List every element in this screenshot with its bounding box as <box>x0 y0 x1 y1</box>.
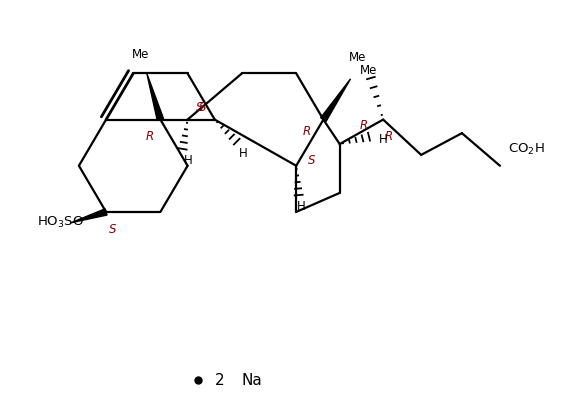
Text: Me: Me <box>131 48 149 62</box>
Text: Na: Na <box>242 373 262 388</box>
Polygon shape <box>71 209 107 223</box>
Polygon shape <box>147 74 164 121</box>
Text: 2: 2 <box>215 373 224 388</box>
Text: S: S <box>196 101 203 114</box>
Polygon shape <box>321 79 350 121</box>
Text: S: S <box>199 101 207 114</box>
Text: H: H <box>379 133 387 146</box>
Text: Me: Me <box>360 64 377 77</box>
Text: H: H <box>184 154 193 167</box>
Text: R: R <box>303 125 311 138</box>
Text: S: S <box>109 223 116 236</box>
Text: HO$_3$SO: HO$_3$SO <box>37 215 84 230</box>
Text: R: R <box>384 131 393 143</box>
Text: H: H <box>238 147 247 160</box>
Text: CO$_2$H: CO$_2$H <box>508 142 545 157</box>
Text: H: H <box>297 200 306 213</box>
Text: R: R <box>360 119 368 131</box>
Text: R: R <box>146 131 154 143</box>
Text: Me: Me <box>349 51 366 64</box>
Text: S: S <box>308 154 315 167</box>
